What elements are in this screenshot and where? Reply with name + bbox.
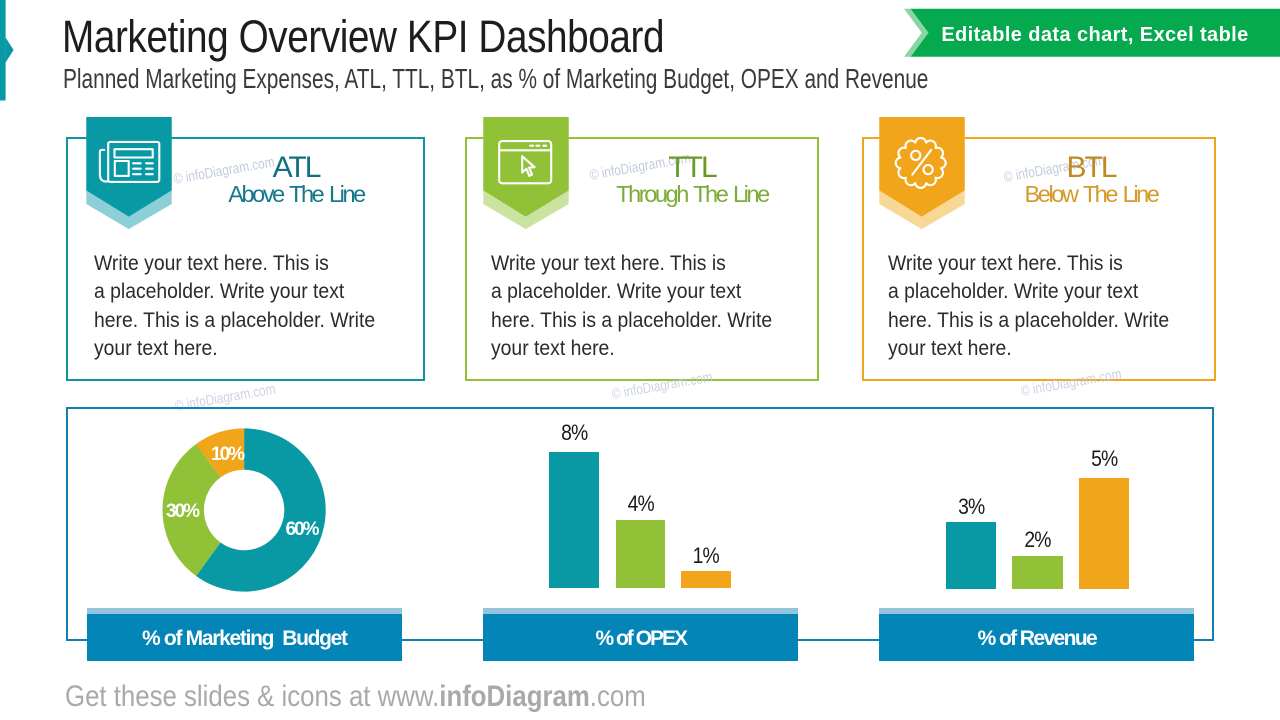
svg-text:Editable data chart, Excel tab: Editable data chart, Excel table bbox=[941, 24, 1248, 46]
